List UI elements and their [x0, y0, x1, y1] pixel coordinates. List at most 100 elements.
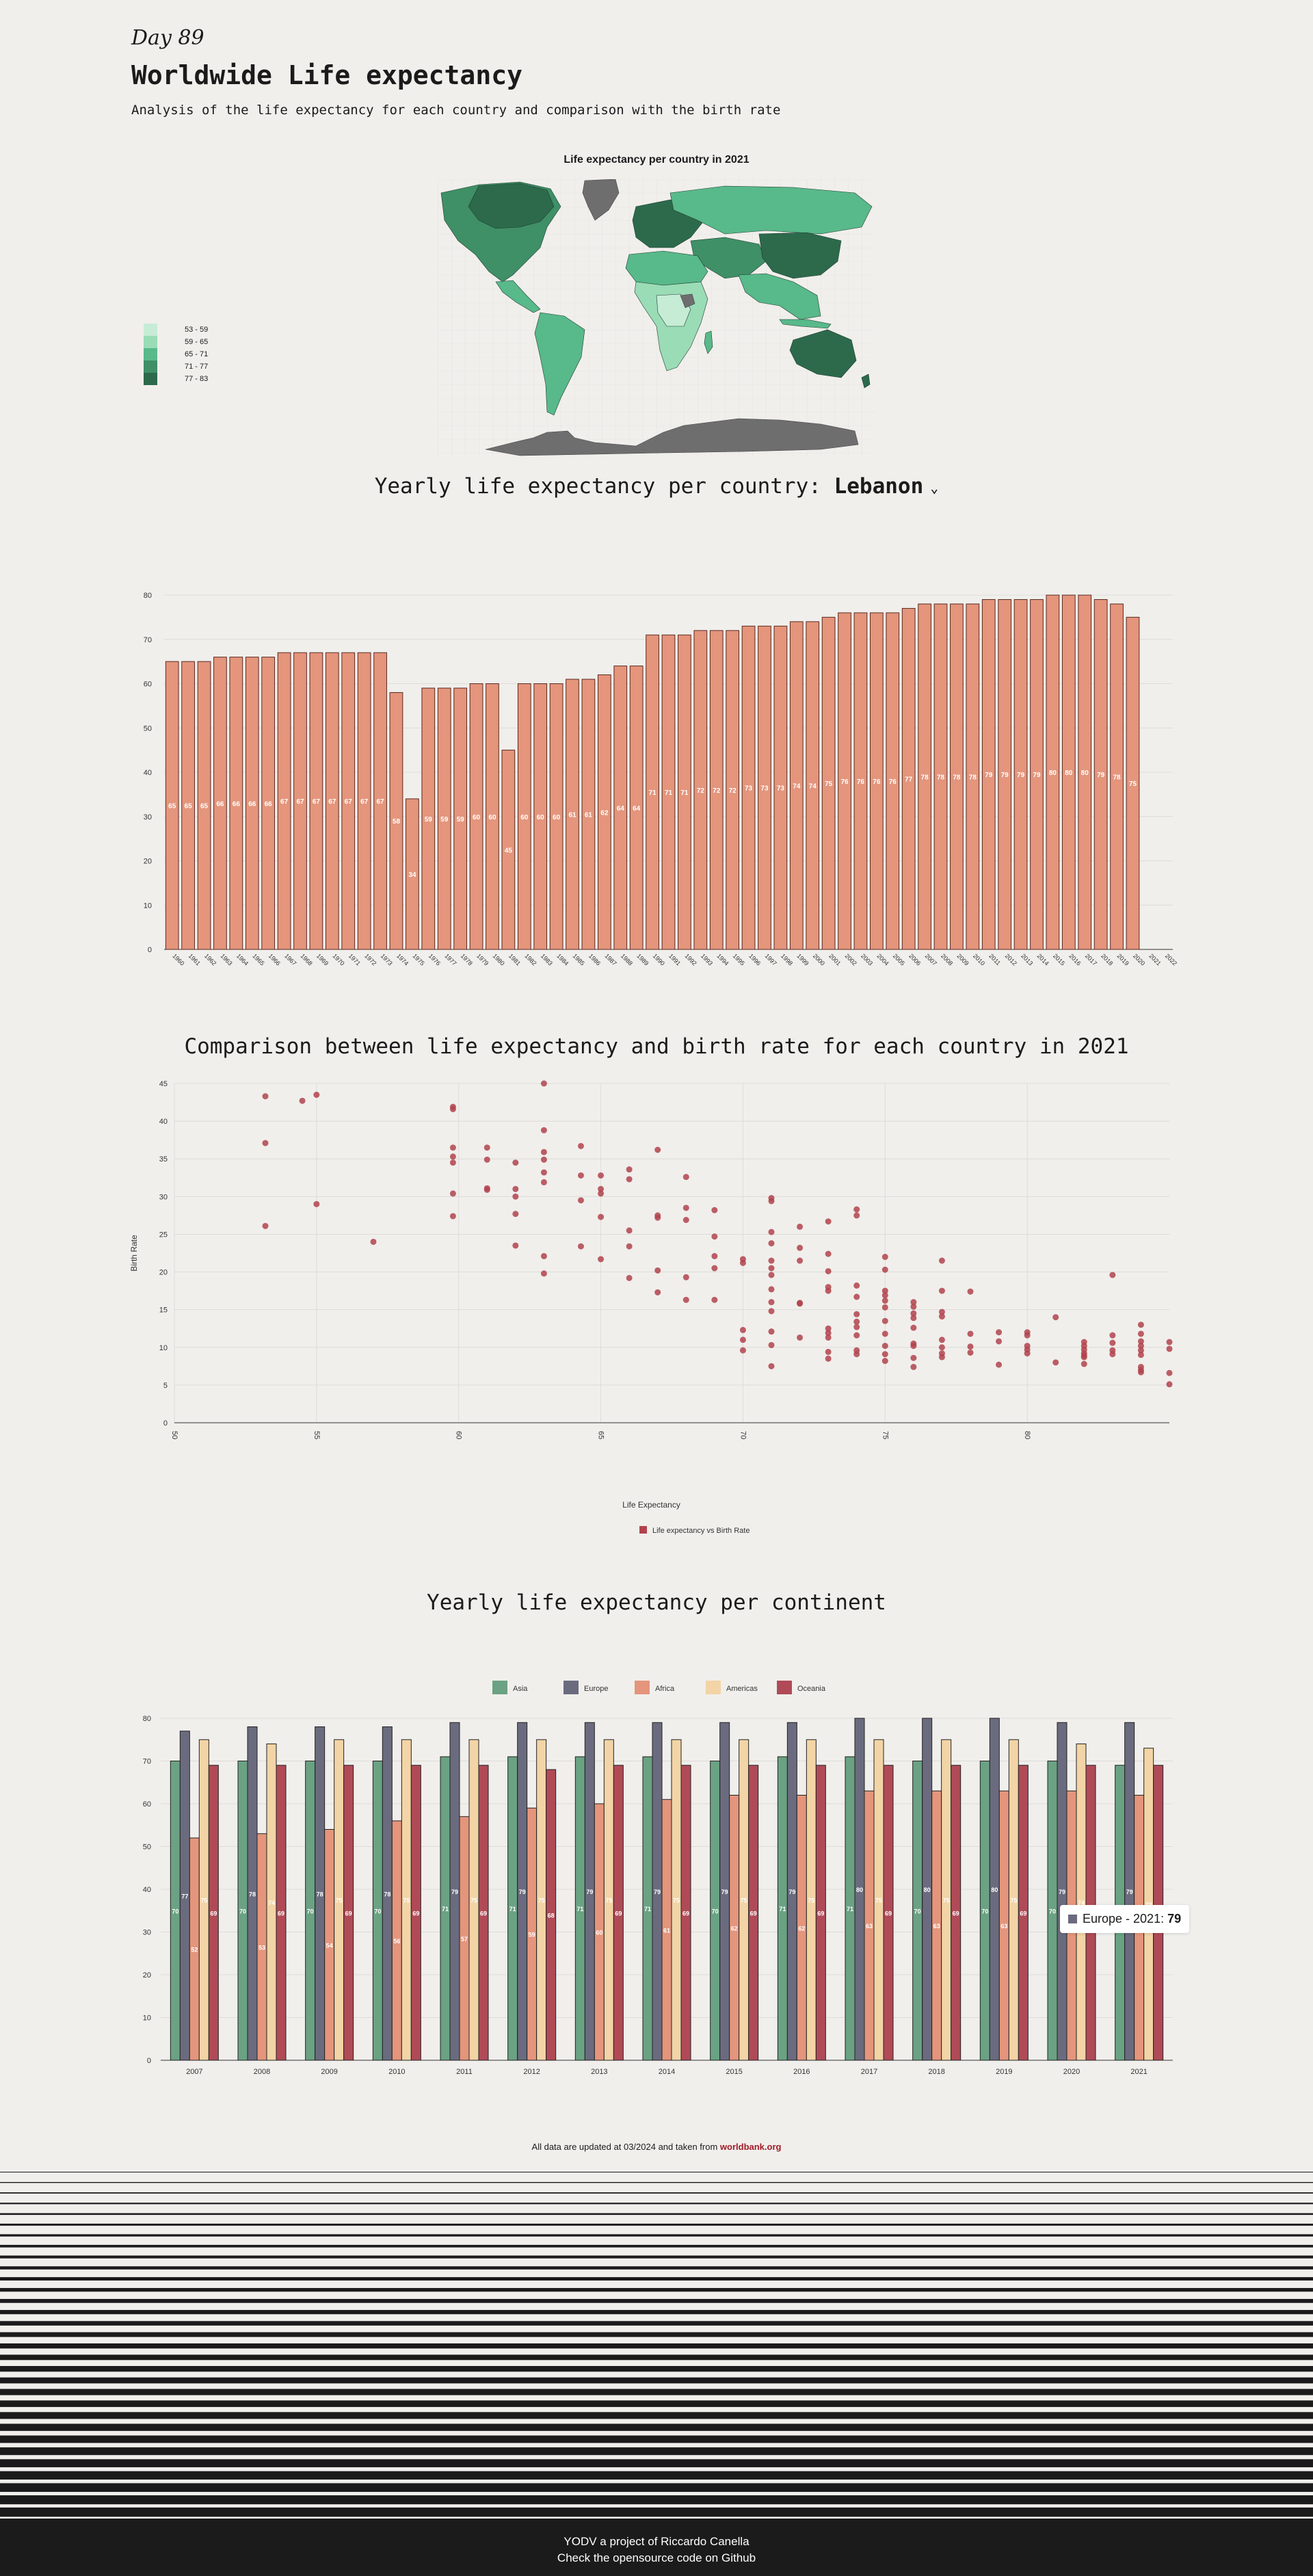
scatter-point [1166, 1381, 1173, 1388]
bar-value-label: 69 [682, 1910, 689, 1917]
scatter-point [483, 1144, 490, 1151]
scatter-point [540, 1252, 547, 1259]
region-greenland[interactable] [582, 179, 620, 221]
bar [208, 1765, 219, 2061]
x-tick-label: 2019 [996, 2068, 1012, 2076]
region-russia[interactable] [669, 185, 873, 235]
scatter-point [449, 1213, 456, 1220]
worldbank-link[interactable]: worldbank.org [719, 2142, 782, 2152]
scatter-point [768, 1272, 775, 1278]
scatter-point [540, 1080, 547, 1087]
x-tick-label: 1975 [411, 952, 425, 967]
scatter-point [910, 1315, 917, 1322]
x-tick-label: 1962 [203, 952, 217, 967]
scatter-point [881, 1292, 888, 1299]
scatter-point [967, 1288, 974, 1295]
region-australia[interactable] [789, 329, 857, 378]
bar [815, 1765, 826, 2061]
bar-value-label: 67 [280, 798, 289, 806]
bar [709, 630, 724, 950]
region-madagascar[interactable] [704, 330, 713, 354]
bar-value-label: 74 [809, 783, 817, 790]
x-tick-label: 2015 [1052, 952, 1066, 967]
stripe [0, 2343, 1313, 2349]
stripe [0, 2366, 1313, 2372]
stripe [0, 2192, 1313, 2194]
tooltip-label: Europe - 2021: [1083, 1912, 1165, 1926]
scatter-point [825, 1267, 832, 1274]
x-tick-label: 2008 [254, 2068, 270, 2076]
scatter-point [825, 1250, 832, 1257]
y-tick-label: 25 [159, 1231, 168, 1239]
region-south-asia[interactable] [738, 273, 821, 320]
bar [546, 1769, 557, 2061]
scatter-point [768, 1240, 775, 1247]
x-tick-label: 1968 [300, 952, 314, 967]
bar-value-label: 70 [307, 1908, 314, 1915]
x-tick-label: 1987 [603, 952, 618, 967]
region-east-asia[interactable] [758, 232, 842, 279]
bar-value-label: 78 [953, 774, 961, 781]
x-tick-label: 1977 [443, 952, 457, 967]
scatter-point [711, 1296, 718, 1303]
bar-value-label: 65 [200, 803, 209, 811]
bar-value-label: 75 [825, 780, 833, 788]
region-canada[interactable] [468, 183, 555, 229]
region-indonesia[interactable] [779, 319, 832, 329]
scatter-point [540, 1169, 547, 1176]
bar [197, 661, 211, 950]
scatter-point [1137, 1369, 1144, 1376]
bar-value-label: 78 [249, 1891, 256, 1897]
scatter-point [768, 1363, 775, 1369]
x-tick-label: 2020 [1132, 952, 1146, 967]
scatter-point [1137, 1347, 1144, 1354]
bar [646, 634, 659, 950]
bar-value-label: 59 [425, 816, 433, 824]
bar [549, 683, 563, 950]
bar-value-label: 75 [403, 1897, 410, 1904]
github-link[interactable]: Check the opensource code on Github [557, 2551, 756, 2564]
legend-swatch [144, 336, 157, 348]
scatter-point [853, 1351, 860, 1358]
region-central-africa[interactable] [656, 293, 691, 327]
bar-value-label: 80 [1081, 770, 1089, 777]
scatter-point [512, 1193, 519, 1200]
stripe [0, 2471, 1313, 2480]
bar [870, 612, 884, 950]
scatter-point [577, 1142, 584, 1149]
scatter-point [626, 1176, 633, 1183]
bar-value-label: 75 [673, 1897, 680, 1904]
bar-value-label: 67 [296, 798, 304, 806]
x-tick-label: 1970 [331, 952, 345, 967]
bar [853, 612, 868, 950]
bar-value-label: 79 [788, 1889, 795, 1895]
bar-value-label: 79 [586, 1889, 593, 1895]
world-map[interactable] [438, 179, 875, 462]
bar-value-label: 79 [1033, 772, 1041, 779]
bar [1110, 603, 1124, 950]
x-tick-label: 1995 [732, 952, 746, 967]
bar [410, 1765, 421, 2061]
legend-swatch [144, 360, 157, 373]
region-north-africa[interactable] [625, 250, 708, 286]
bar [678, 634, 691, 950]
region-central-america[interactable] [495, 280, 541, 313]
x-tick-label: 1989 [635, 952, 650, 967]
x-tick-label: 2011 [987, 952, 1002, 967]
x-tick-label: 1972 [363, 952, 377, 967]
bar-value-label: 57 [461, 1936, 468, 1943]
bar-value-label: 80 [991, 1887, 998, 1893]
scatter-point [626, 1243, 633, 1250]
country-select[interactable]: Lebanon ⌄ [834, 474, 939, 499]
chevron-down-icon[interactable]: ⌄ [930, 479, 939, 496]
bar-value-label: 71 [665, 789, 673, 797]
region-south-america[interactable] [534, 312, 585, 416]
x-tick-label: 1973 [380, 952, 394, 967]
bar [566, 679, 579, 950]
region-dark-patch[interactable] [680, 293, 695, 308]
scatter-point [825, 1334, 832, 1341]
y-tick-label: 40 [144, 769, 152, 777]
x-tick-label: 80 [1023, 1431, 1031, 1439]
region-antarctica[interactable] [485, 418, 859, 456]
region-new-zealand[interactable] [861, 373, 871, 389]
